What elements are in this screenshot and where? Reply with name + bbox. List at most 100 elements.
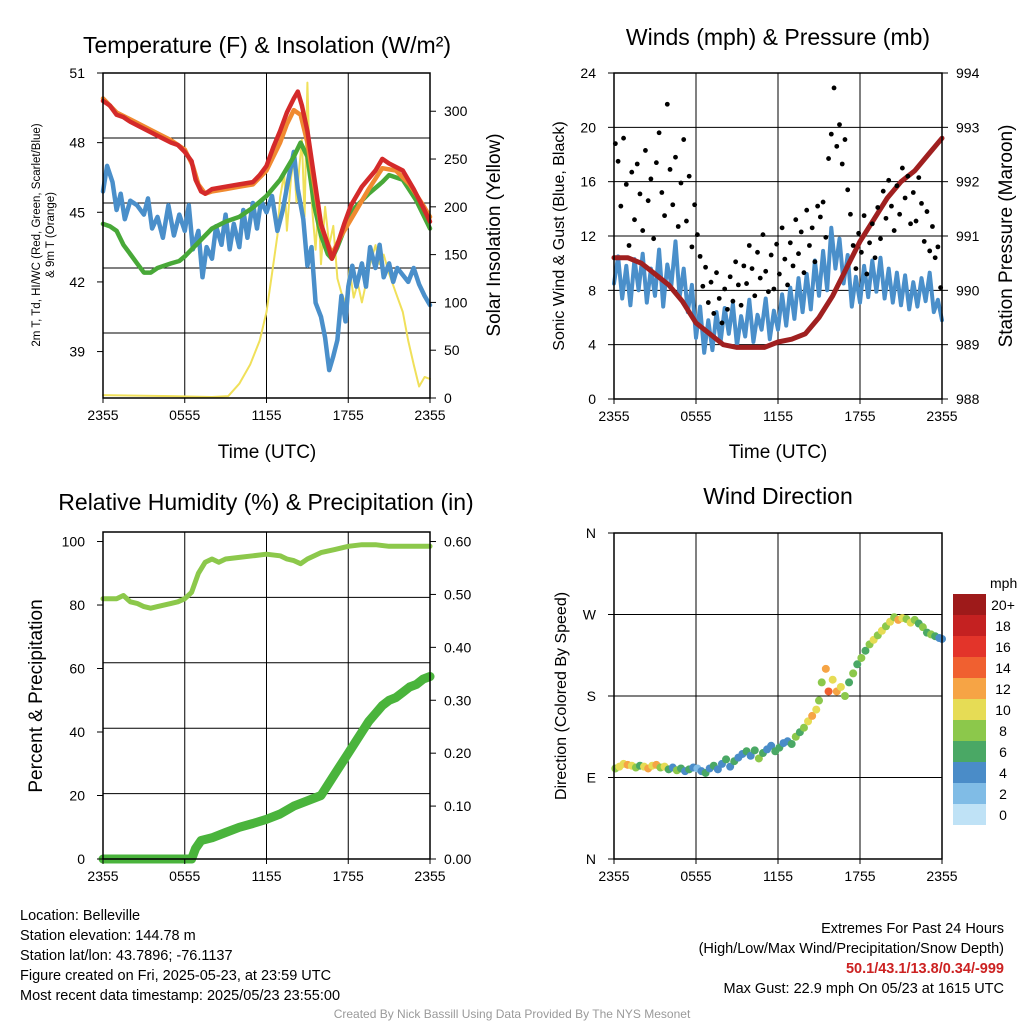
gust-point xyxy=(681,137,687,142)
gust-point xyxy=(716,296,722,301)
gust-point xyxy=(820,199,826,205)
gust-point xyxy=(886,177,892,183)
speed-legend-label: 18 xyxy=(995,618,1011,634)
gust-point xyxy=(858,249,864,255)
gust-point xyxy=(664,101,670,107)
gust-point xyxy=(738,302,744,308)
gust-point xyxy=(815,203,821,209)
gust-point xyxy=(727,274,733,280)
windchill-line xyxy=(100,149,433,373)
gust-point xyxy=(921,239,927,244)
gust-point xyxy=(651,236,657,242)
insolation-ytick-label: 200 xyxy=(444,199,468,215)
gust-point xyxy=(774,241,780,247)
direction-xtick-label: 0555 xyxy=(680,868,711,884)
gust-point xyxy=(817,214,823,220)
direction-point xyxy=(853,660,862,669)
temperature-xtick-label: 2355 xyxy=(414,407,445,423)
gust-point xyxy=(694,232,700,238)
precip-line xyxy=(98,672,435,864)
humidity-ytick-label: 40 xyxy=(69,724,85,740)
insolation-ytick-label: 50 xyxy=(444,342,460,358)
gust-point xyxy=(924,209,930,214)
gust-point xyxy=(823,234,829,240)
speed-legend-swatch xyxy=(953,615,986,636)
wind-ytick-label: 8 xyxy=(588,282,596,298)
speed-legend-label: 8 xyxy=(999,723,1007,739)
station-latlon: Station lat/lon: 43.7896; -76.1137 xyxy=(20,948,233,964)
extremes-values: 50.1/43.1/13.8/0.34/-999 xyxy=(845,961,1004,977)
insolation-ytick-label: 250 xyxy=(444,151,468,167)
precip-ytick-label: 0.40 xyxy=(444,639,471,655)
precip-ytick-label: 0.60 xyxy=(444,534,471,550)
gust-point xyxy=(804,207,810,213)
direction-point xyxy=(767,741,776,750)
temperature-ylabel-right: Solar Insolation (Yellow) xyxy=(484,133,505,336)
temperature-xtick-label: 0555 xyxy=(169,407,200,423)
gust-point xyxy=(697,253,703,259)
speed-legend-swatch xyxy=(953,741,986,762)
temperature-xtick-label: 2355 xyxy=(87,407,118,423)
direction-point xyxy=(918,623,927,632)
wind-ylabel: Sonic Wind & Gust (Blue, Black) xyxy=(551,121,568,350)
gust-point xyxy=(763,268,769,274)
gust-point xyxy=(757,275,763,281)
gust-point xyxy=(714,270,719,276)
gust-point xyxy=(766,289,771,295)
speed-legend-label: 10 xyxy=(995,702,1011,718)
gust-point xyxy=(689,244,695,250)
gust-point xyxy=(703,264,708,270)
direction-point xyxy=(828,675,837,684)
gust-point xyxy=(632,217,637,223)
temperature-xtick-label: 1155 xyxy=(251,407,281,423)
gust-point xyxy=(678,180,684,186)
pressure-ytick-label: 988 xyxy=(956,391,980,407)
direction-point xyxy=(815,696,823,705)
dewpoint-line xyxy=(100,140,433,275)
pressure-ytick-label: 993 xyxy=(956,119,980,135)
gust-point xyxy=(910,190,916,195)
gust-point xyxy=(640,228,646,233)
temperature-ylabel-line-1: 2m T, Td, HI/WC (Red, Green, Scarlet/Blu… xyxy=(31,123,43,346)
gust-point xyxy=(908,221,913,227)
direction-ylabel: Direction (Colored By Speed) xyxy=(553,592,570,800)
gust-point xyxy=(902,195,908,201)
humidity-xtick-label: 1155 xyxy=(251,868,281,884)
wind-ylabel-right: Station Pressure (Maroon) xyxy=(996,125,1017,348)
speed-legend-label: 16 xyxy=(995,639,1011,655)
direction-xtick-label: 1155 xyxy=(763,868,793,884)
speed-legend-label: 2 xyxy=(999,786,1007,802)
speed-legend-label: 6 xyxy=(999,744,1007,760)
speed-legend-swatch xyxy=(953,678,986,699)
direction-point xyxy=(804,717,813,726)
wind-ytick-label: 20 xyxy=(580,119,596,135)
gust-point xyxy=(883,215,889,221)
speed-legend-swatch xyxy=(953,594,986,615)
direction-ytick-label: N xyxy=(586,525,596,541)
gust-point xyxy=(667,167,673,172)
insolation-ytick-label: 0 xyxy=(444,390,452,406)
pressure-ytick-label: 990 xyxy=(956,282,980,298)
wind-xlabel: Time (UTC) xyxy=(729,442,828,463)
extremes-heading: Extremes For Past 24 Hours xyxy=(821,921,1004,937)
gust-point xyxy=(662,213,667,219)
speed-legend-swatch xyxy=(953,762,986,783)
gust-point xyxy=(779,225,785,231)
gust-point xyxy=(673,154,678,160)
humidity-title: Relative Humidity (%) & Precipitation (i… xyxy=(58,489,473,515)
gust-point xyxy=(842,137,848,142)
humidity-xtick-label: 0555 xyxy=(169,868,200,884)
figure-created: Figure created on Fri, 2025-05-23, at 23… xyxy=(20,968,332,984)
direction-point xyxy=(836,682,845,691)
direction-xtick-label: 2355 xyxy=(926,868,957,884)
humidity-ytick-label: 80 xyxy=(69,597,85,613)
gust-point xyxy=(919,201,924,206)
direction-point xyxy=(750,746,759,755)
pressure-ytick-label: 994 xyxy=(956,65,980,81)
gust-point xyxy=(618,203,624,209)
pressure-ytick-label: 989 xyxy=(956,337,980,353)
temperature-ytick-label: 42 xyxy=(69,274,85,290)
gust-point xyxy=(708,279,714,285)
gust-point xyxy=(735,282,741,288)
